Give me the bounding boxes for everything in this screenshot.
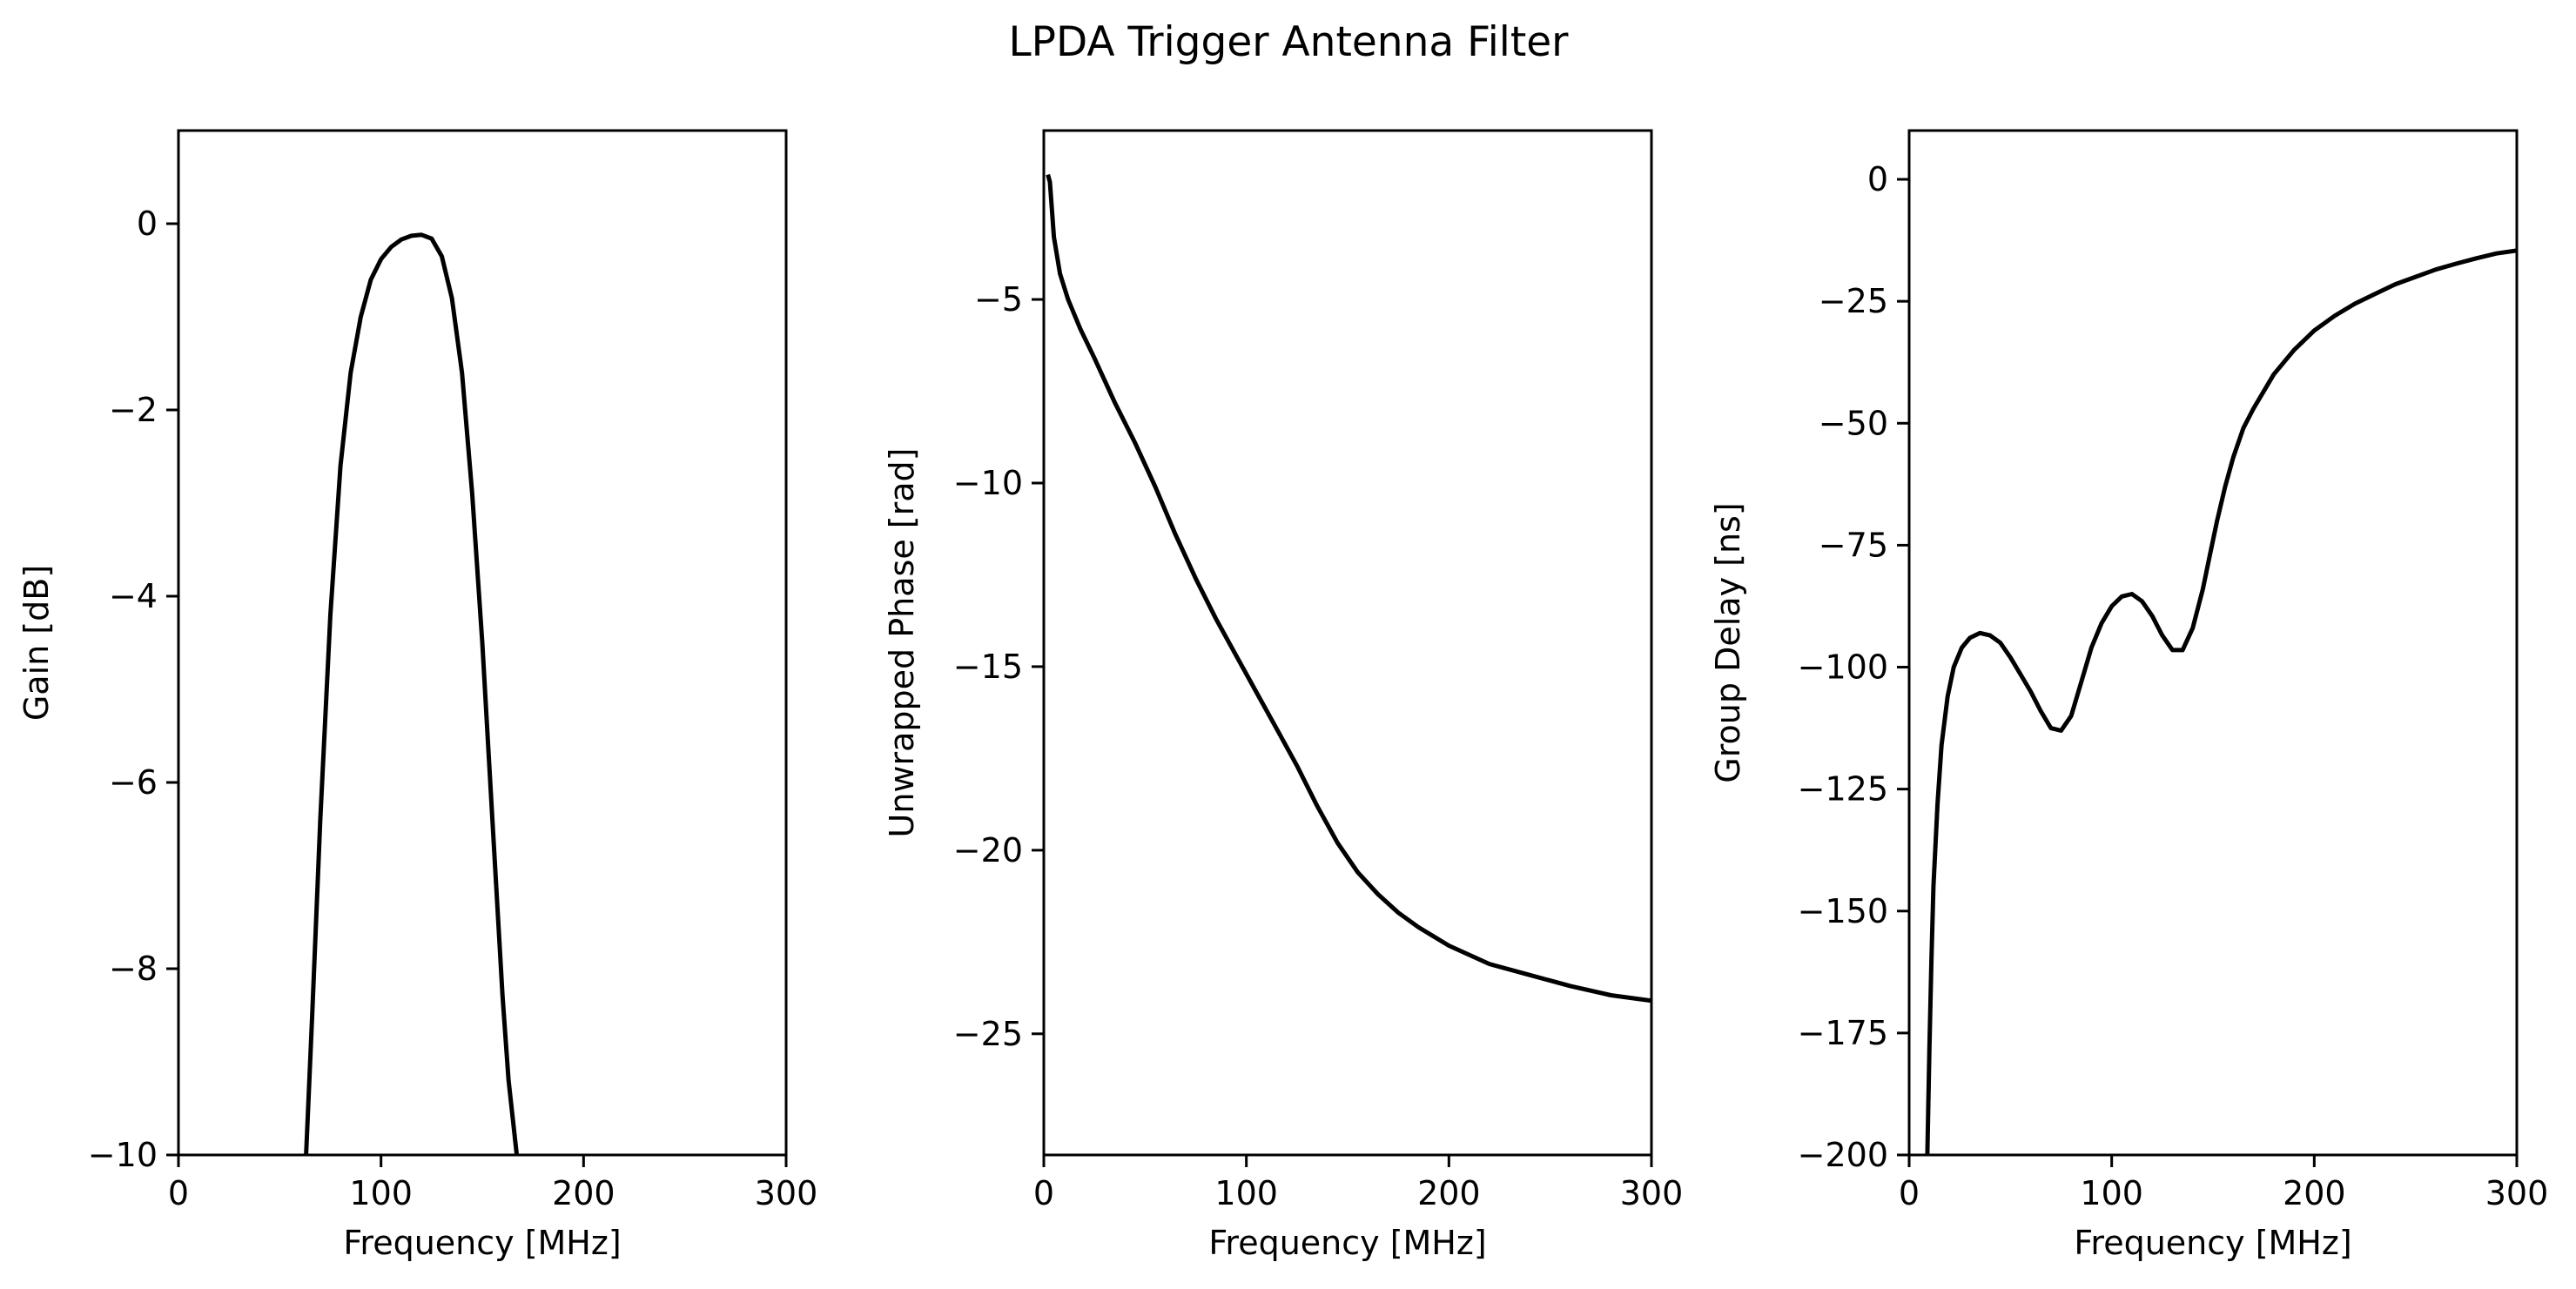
x-tick-label: 100 (349, 1174, 413, 1212)
y-axis-label: Gain [dB] (17, 565, 56, 721)
y-tick-label: −50 (1819, 404, 1888, 442)
subplot-3: 0 100 200 300 0 −25 −50 −75 −100 −125 −150 −175 −200… (1709, 129, 2549, 1262)
x-tick-label: 300 (2485, 1174, 2549, 1212)
y-tick-label: 0 (137, 205, 158, 243)
y-tick-label: −15 (953, 648, 1023, 686)
y-tick-label: −100 (1798, 648, 1888, 687)
y-tick-label: −5 (974, 280, 1023, 319)
x-tick-label: 0 (1899, 1174, 1920, 1212)
x-tick-label: 200 (2283, 1174, 2346, 1212)
y-tick-label: −25 (1819, 282, 1888, 320)
x-tick-label: 300 (1620, 1174, 1684, 1212)
y-tick-label: −4 (109, 577, 158, 615)
subplot-2: 0 100 200 300 −5 −10 −15 −20 −25 Frequency [MHz] U… (883, 129, 1684, 1262)
series-line-1-1 (304, 232, 520, 1155)
axes-frame (1042, 129, 1653, 1157)
y-axis-label: Group Delay [ns] (1709, 502, 1747, 782)
y-tick-label: −150 (1798, 892, 1888, 930)
y-tick-label: −20 (953, 831, 1023, 869)
x-axis-label: Frequency [MHz] (343, 1224, 621, 1262)
y-tick-label: −10 (953, 464, 1023, 502)
y-axis-label: Unwrapped Phase [rad] (883, 448, 921, 838)
x-tick-label: 100 (2080, 1174, 2143, 1212)
x-tick-label: 0 (1033, 1174, 1054, 1212)
y-tick-label: −200 (1798, 1136, 1888, 1174)
figure-title: LPDA Trigger Antenna Filter (1008, 18, 1569, 66)
x-axis-label: Frequency [MHz] (1208, 1224, 1486, 1262)
y-tick-label: −125 (1798, 770, 1888, 809)
series-line-3-1 (1925, 248, 2517, 1155)
y-tick-label: −6 (109, 763, 158, 802)
x-tick-label: 100 (1214, 1174, 1278, 1212)
subplot-1: 0 100 200 300 0 −2 −4 −6 −8 −10 Frequency [MHz] Gai… (17, 129, 818, 1262)
y-tick-label: −10 (88, 1136, 158, 1174)
y-tick-label: −2 (109, 391, 158, 429)
x-tick-label: 200 (1417, 1174, 1481, 1212)
x-axis-label: Frequency [MHz] (2074, 1224, 2351, 1262)
y-tick-label: −8 (109, 950, 158, 988)
x-tick-label: 300 (755, 1174, 818, 1212)
y-tick-label: −175 (1798, 1014, 1888, 1052)
y-tick-label: −25 (953, 1015, 1023, 1053)
axes-frame (1907, 129, 2519, 1157)
x-tick-label: 0 (168, 1174, 189, 1212)
y-tick-label: −75 (1819, 526, 1888, 564)
axes-frame (177, 129, 788, 1157)
y-tick-label: 0 (1867, 160, 1888, 198)
x-tick-label: 200 (552, 1174, 615, 1212)
subplot-panels: 0 100 200 300 0 −2 −4 −6 −8 −10 Frequency [MHz] Gai… (17, 129, 2549, 1262)
series-line-2-1 (1046, 173, 1651, 1004)
